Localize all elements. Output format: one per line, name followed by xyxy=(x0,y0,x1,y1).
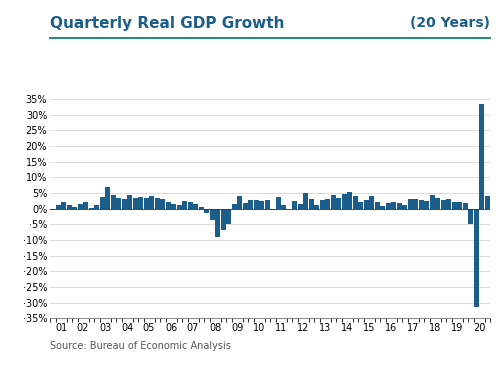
Bar xyxy=(463,203,468,209)
Bar xyxy=(397,203,402,209)
Bar xyxy=(56,205,60,209)
Bar xyxy=(441,199,446,209)
Bar xyxy=(84,202,88,209)
Bar xyxy=(320,200,324,209)
Bar xyxy=(204,209,209,213)
Bar xyxy=(248,201,253,209)
Bar xyxy=(94,205,99,209)
Bar xyxy=(182,201,187,209)
Bar xyxy=(199,207,203,209)
Bar xyxy=(243,203,248,209)
Bar xyxy=(221,209,226,229)
Bar xyxy=(452,202,456,209)
Bar xyxy=(177,205,182,209)
Bar xyxy=(216,209,220,236)
Bar xyxy=(160,199,165,209)
Bar xyxy=(414,199,418,209)
Bar xyxy=(353,197,358,209)
Text: Quarterly Real GDP Growth: Quarterly Real GDP Growth xyxy=(50,16,284,31)
Bar xyxy=(62,202,66,209)
Bar xyxy=(270,209,275,210)
Bar xyxy=(138,197,143,209)
Bar xyxy=(331,194,336,209)
Bar xyxy=(298,204,302,209)
Bar xyxy=(436,198,440,209)
Bar xyxy=(254,200,258,209)
Bar xyxy=(133,198,138,209)
Bar xyxy=(375,202,380,209)
Bar xyxy=(100,197,104,209)
Bar xyxy=(392,202,396,209)
Bar xyxy=(430,195,434,209)
Bar xyxy=(276,197,280,209)
Bar xyxy=(342,194,346,209)
Bar xyxy=(210,209,214,220)
Bar xyxy=(380,206,385,209)
Bar xyxy=(282,205,286,209)
Bar xyxy=(155,198,160,209)
Bar xyxy=(50,209,55,210)
Bar xyxy=(67,205,71,209)
Bar xyxy=(116,198,121,209)
Bar xyxy=(238,196,242,209)
Bar xyxy=(292,201,297,209)
Text: (20 Years): (20 Years) xyxy=(410,16,490,30)
Bar xyxy=(402,205,407,209)
Text: Source: Bureau of Economic Analysis: Source: Bureau of Economic Analysis xyxy=(50,341,231,351)
Bar xyxy=(370,197,374,209)
Bar xyxy=(188,202,192,209)
Bar xyxy=(419,200,424,209)
Bar xyxy=(122,199,126,209)
Bar xyxy=(194,204,198,209)
Bar xyxy=(309,199,314,209)
Bar xyxy=(128,195,132,209)
Bar xyxy=(458,202,462,209)
Bar xyxy=(446,199,451,209)
Bar xyxy=(226,209,231,224)
Bar xyxy=(314,205,319,209)
Bar xyxy=(424,201,429,209)
Bar xyxy=(172,204,176,209)
Bar xyxy=(111,194,116,209)
Bar xyxy=(72,207,77,209)
Bar xyxy=(408,199,412,209)
Bar xyxy=(474,209,478,307)
Bar xyxy=(150,196,154,209)
Bar xyxy=(304,193,308,209)
Bar xyxy=(144,198,148,209)
Bar xyxy=(468,209,473,224)
Bar xyxy=(358,202,363,209)
Bar xyxy=(364,200,368,209)
Bar xyxy=(232,204,236,209)
Bar xyxy=(336,198,341,209)
Bar xyxy=(89,208,94,209)
Bar xyxy=(260,201,264,209)
Bar xyxy=(265,200,270,209)
Bar xyxy=(166,202,170,209)
Bar xyxy=(106,187,110,209)
Bar xyxy=(485,196,490,209)
Bar xyxy=(386,203,390,209)
Bar xyxy=(348,192,352,209)
Bar xyxy=(480,104,484,209)
Bar xyxy=(326,199,330,209)
Bar xyxy=(78,204,82,209)
